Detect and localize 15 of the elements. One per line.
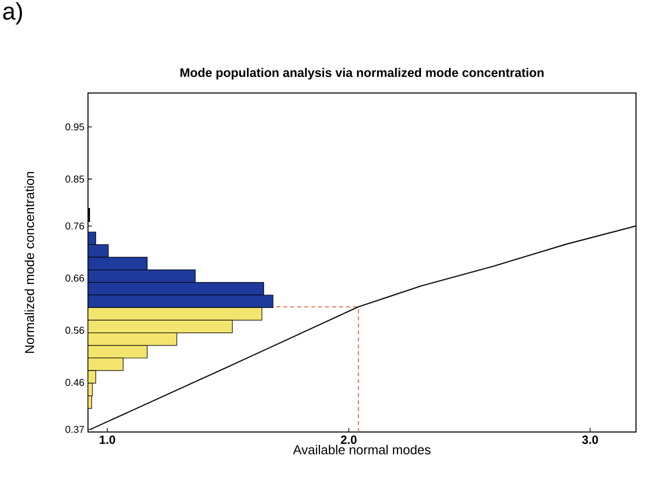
y-tick-label: 0.76	[65, 222, 84, 230]
chart-title: Mode population analysis via normalized mode concentration	[180, 68, 544, 80]
text: a)	[3, 2, 22, 24]
y-axis-title: Normalized mode concentration	[24, 172, 34, 353]
x-tick-label: 1.0	[100, 436, 116, 444]
y-tick-label: 0.46	[65, 378, 84, 386]
line-series	[90, 225, 637, 430]
y-tick-label: 0.85	[65, 176, 84, 183]
x-tick-label: 3.0	[582, 436, 598, 444]
x-tick-label: 2.0	[340, 436, 357, 444]
x-axis-title: Available normal modes	[293, 444, 430, 454]
y-tick-label: 0.95	[65, 123, 84, 130]
y-tick-label: 0.56	[65, 326, 84, 334]
y-tick-label: 0.66	[65, 274, 84, 282]
y-tick-label: 0.37	[65, 426, 84, 433]
